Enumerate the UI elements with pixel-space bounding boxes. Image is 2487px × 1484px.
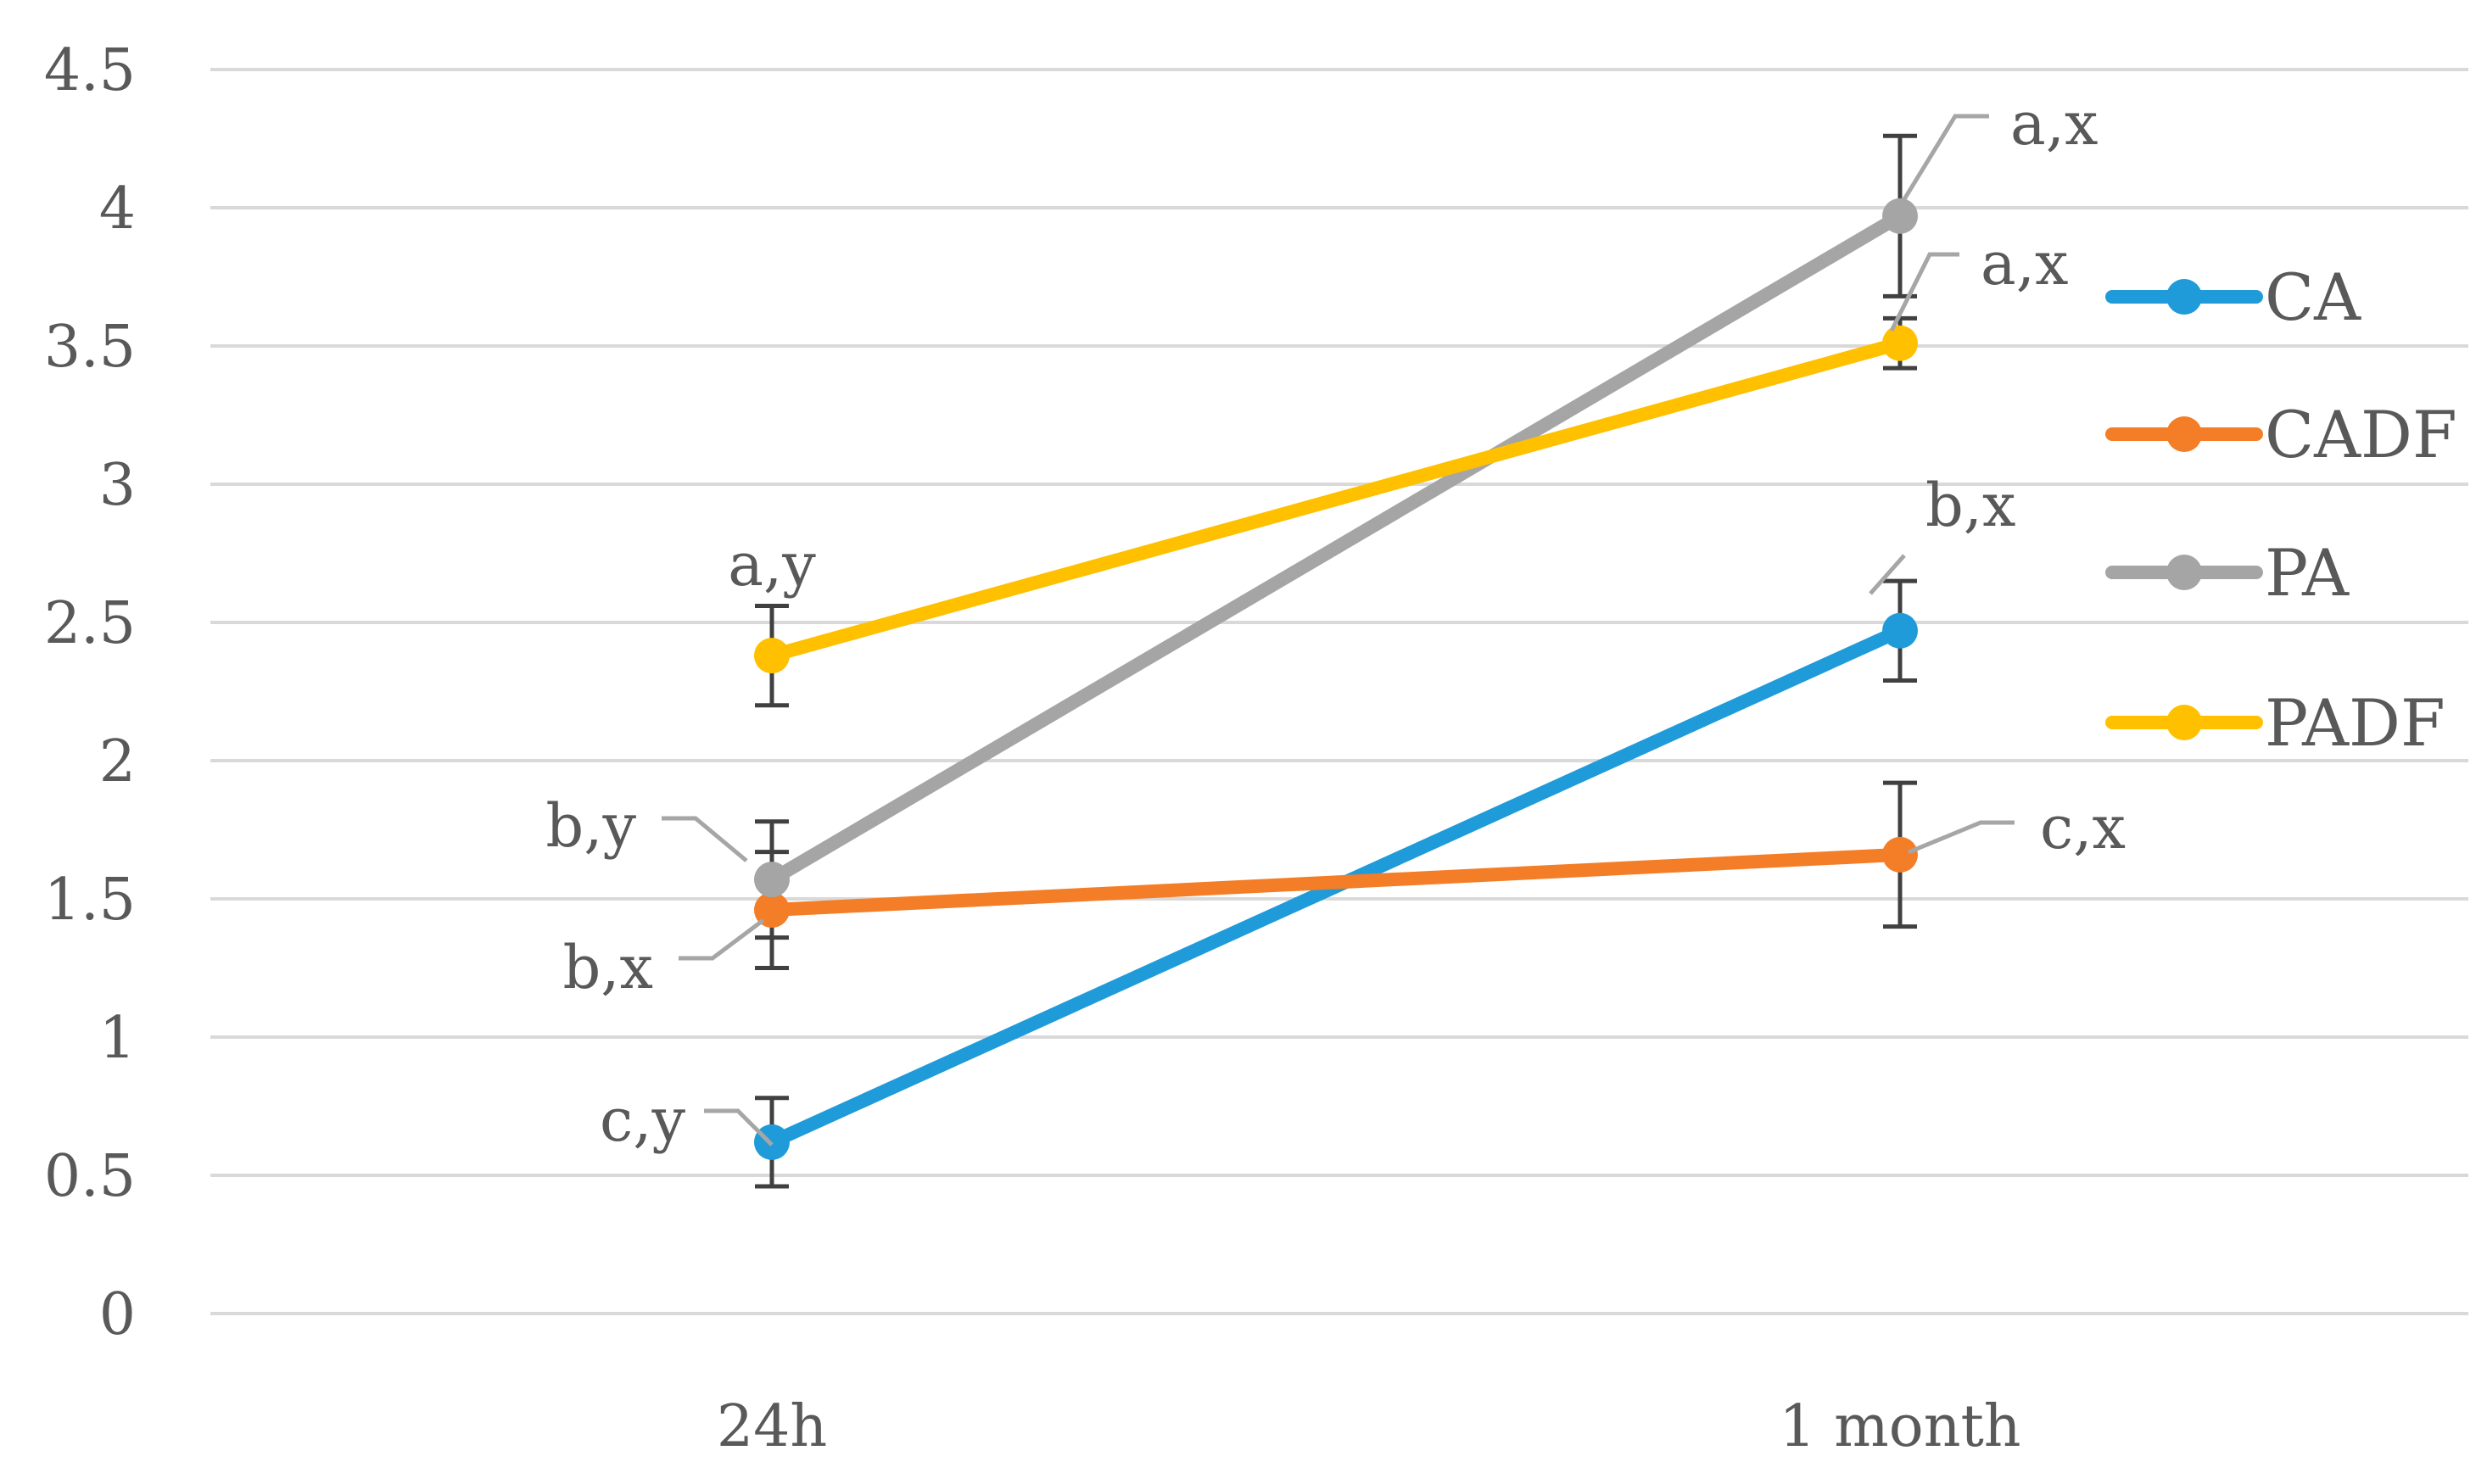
- x-tick-label: 1 month: [1779, 1393, 2020, 1460]
- y-tick-label: 4.5: [44, 37, 136, 104]
- annotation-leader-line: [1869, 554, 1906, 595]
- legend-label: CADF: [2265, 397, 2457, 472]
- legend-label: CA: [2265, 259, 2361, 335]
- series-line-padf: [765, 336, 1907, 663]
- data-annotations: c,y b,x b,x c,x b,y a,x a,y a,x: [545, 89, 2126, 1155]
- y-tick-label: 3: [99, 452, 136, 519]
- y-tick-label: 1.5: [44, 867, 136, 934]
- legend-swatch-marker-padf: [2166, 705, 2202, 740]
- x-axis-ticks: 24h 1 month: [717, 1393, 2021, 1460]
- annotation-leader-line: [1889, 252, 1959, 332]
- annotation-leader-line: [1902, 114, 1989, 201]
- legend: CA CADF PA PADF: [2105, 259, 2457, 761]
- data-annotation: a,x: [1981, 229, 2068, 298]
- data-point-pa: [1882, 198, 1918, 234]
- series-line-pa: [765, 209, 1907, 887]
- data-annotation: b,x: [562, 933, 653, 1002]
- y-tick-label: 4: [99, 176, 136, 243]
- error-bars: [755, 133, 1917, 1189]
- data-point-pa: [754, 862, 790, 898]
- data-annotation: b,y: [545, 791, 636, 861]
- y-tick-label: 1: [99, 1005, 136, 1072]
- y-axis-ticks: 0 0.5 1 1.5 2 2.5 3 3.5 4 4.5: [44, 37, 136, 1348]
- gridlines: [210, 68, 2468, 1315]
- legend-swatch-marker-ca: [2166, 279, 2202, 315]
- y-tick-label: 0.5: [44, 1143, 136, 1210]
- legend-label: PA: [2265, 535, 2350, 611]
- data-point-cadf: [1882, 836, 1918, 873]
- series-lines: [765, 209, 1907, 1149]
- annotation-leader-line: [662, 816, 748, 862]
- data-annotation: a,x: [2010, 89, 2098, 159]
- y-tick-label: 3.5: [44, 314, 136, 381]
- annotation-leader-line: [704, 1108, 774, 1146]
- y-tick-label: 2: [99, 728, 136, 795]
- series-points: [754, 198, 1918, 1160]
- legend-label: PADF: [2265, 685, 2445, 761]
- data-point-padf: [1882, 325, 1918, 361]
- y-tick-label: 0: [99, 1281, 136, 1348]
- data-point-ca: [1882, 612, 1918, 649]
- data-annotation: b,x: [1925, 471, 2016, 540]
- data-annotation: c,y: [600, 1085, 685, 1155]
- data-point-padf: [754, 638, 790, 674]
- legend-swatch-marker-cadf: [2166, 416, 2202, 452]
- data-annotation: c,x: [2040, 793, 2126, 862]
- data-point-cadf: [754, 892, 790, 929]
- annotation-leader-line: [1908, 820, 2015, 855]
- series-line-cadf: [765, 847, 1907, 918]
- data-annotation: a,y: [728, 530, 816, 600]
- legend-swatch-marker-pa: [2166, 555, 2202, 590]
- annotation-leader-line: [679, 918, 765, 961]
- x-tick-label: 24h: [717, 1393, 827, 1460]
- y-tick-label: 2.5: [44, 590, 136, 657]
